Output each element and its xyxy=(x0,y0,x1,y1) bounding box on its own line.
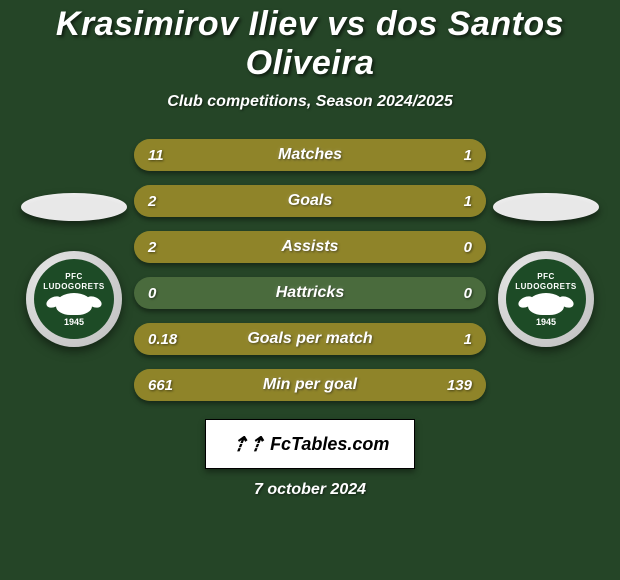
stat-value-right: 0 xyxy=(464,285,472,302)
player-left-silhouette xyxy=(21,193,127,221)
stat-value-left: 0 xyxy=(148,285,156,302)
comparison-subtitle: Club competitions, Season 2024/2025 xyxy=(167,93,452,111)
club-year: 1945 xyxy=(536,317,556,327)
player-left-club-logo: PFC LUDOGORETS 1945 xyxy=(26,251,122,347)
chart-icon: ⇡⇡ xyxy=(229,432,266,457)
stat-fill-left xyxy=(134,185,370,217)
eagle-icon xyxy=(56,293,92,315)
player-right-column: PFC LUDOGORETS 1945 xyxy=(486,193,606,347)
stat-fill-left xyxy=(134,323,187,355)
comparison-title: Krasimirov Iliev vs dos Santos Oliveira xyxy=(0,5,620,83)
stat-row: 0.181Goals per match xyxy=(134,323,486,355)
brand-label: FcTables.com xyxy=(270,434,389,455)
player-left-column: PFC LUDOGORETS 1945 xyxy=(14,193,134,347)
stats-bars: 111Matches 21Goals 20Assists 0 0Hattricks 0.1… xyxy=(134,139,486,401)
stat-fill-right xyxy=(187,323,486,355)
stat-fill-left xyxy=(134,139,458,171)
stat-label: Hattricks xyxy=(134,284,486,302)
club-name: LUDOGORETS xyxy=(515,282,576,291)
stat-row: 20Assists xyxy=(134,231,486,263)
stat-row: 21Goals xyxy=(134,185,486,217)
stat-fill-left xyxy=(134,369,426,401)
eagle-icon xyxy=(528,293,564,315)
brand-footer[interactable]: ⇡⇡ FcTables.com xyxy=(205,419,415,469)
snapshot-date: 7 october 2024 xyxy=(254,481,366,499)
stat-fill-left xyxy=(134,231,486,263)
stat-row: 111Matches xyxy=(134,139,486,171)
player-right-club-logo: PFC LUDOGORETS 1945 xyxy=(498,251,594,347)
player-right-silhouette xyxy=(493,193,599,221)
club-name: LUDOGORETS xyxy=(43,282,104,291)
stat-fill-right xyxy=(426,369,486,401)
club-prefix: PFC xyxy=(537,272,555,281)
club-year: 1945 xyxy=(64,317,84,327)
comparison-body: PFC LUDOGORETS 1945 111Matches 21Goals 20A… xyxy=(0,139,620,401)
stat-row: 0 0Hattricks xyxy=(134,277,486,309)
stat-row: 661139Min per goal xyxy=(134,369,486,401)
stat-fill-right xyxy=(370,185,486,217)
stat-fill-right xyxy=(458,139,486,171)
club-prefix: PFC xyxy=(65,272,83,281)
